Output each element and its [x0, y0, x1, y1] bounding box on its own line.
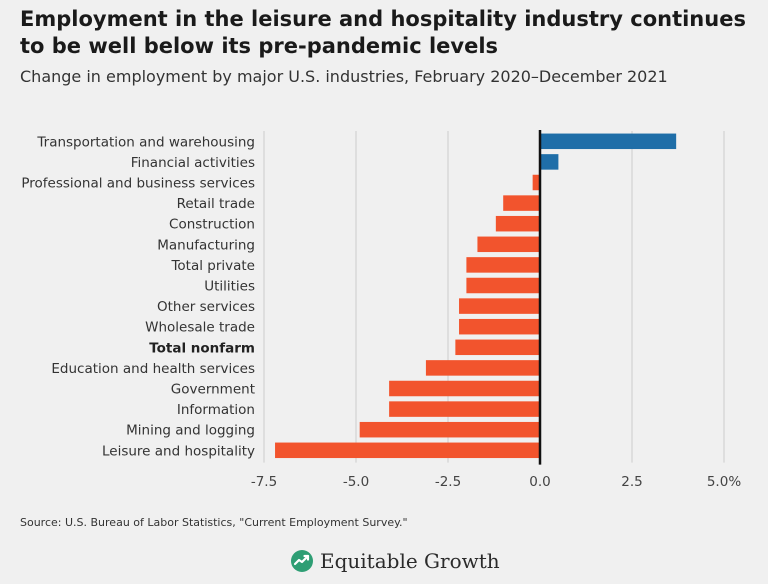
category-label: Leisure and hospitality — [102, 443, 255, 459]
category-label: Total nonfarm — [149, 340, 255, 356]
bar — [275, 442, 540, 459]
category-label: Manufacturing — [157, 237, 255, 253]
bar — [466, 257, 540, 273]
bar — [389, 401, 540, 417]
bar — [389, 380, 540, 397]
x-tick-label: 5.0% — [707, 474, 741, 490]
bar — [477, 236, 540, 253]
bar — [540, 133, 677, 150]
bar — [540, 154, 559, 170]
x-tick-label: -7.5 — [251, 474, 277, 490]
category-label: Information — [177, 402, 255, 418]
category-label: Transportation and warehousing — [36, 134, 255, 150]
bar — [425, 360, 540, 376]
x-tick-label: -5.0 — [343, 474, 369, 490]
x-tick-label: -2.5 — [435, 474, 461, 490]
category-label: Mining and logging — [126, 423, 255, 439]
category-label: Retail trade — [177, 196, 255, 212]
x-tick-label: 2.5 — [621, 474, 642, 490]
bar — [459, 298, 540, 314]
brand-footer: Equitable Growth — [290, 546, 500, 576]
category-label: Professional and business services — [21, 176, 255, 192]
category-label: Total private — [170, 258, 255, 274]
category-label: Utilities — [204, 279, 255, 295]
chart-title: Employment in the leisure and hospitalit… — [20, 7, 746, 58]
bar — [459, 318, 540, 335]
bar — [359, 421, 540, 438]
category-label: Other services — [157, 299, 255, 315]
bar-chart: Transportation and warehousing Financial … — [21, 130, 741, 490]
category-label: Education and health services — [51, 361, 255, 377]
bar — [495, 215, 540, 232]
bar — [455, 339, 540, 356]
category-label: Government — [171, 382, 255, 398]
x-tick-label: 0.0 — [529, 474, 550, 490]
bar — [532, 174, 540, 191]
bar — [466, 277, 540, 294]
leaf-logo-icon — [291, 550, 313, 572]
category-label: Construction — [169, 217, 255, 233]
brand-name: Equitable Growth — [320, 549, 500, 573]
chart-subtitle: Change in employment by major U.S. indus… — [20, 67, 668, 86]
category-label: Financial activities — [131, 155, 255, 171]
bar — [503, 195, 540, 211]
source-note: Source: U.S. Bureau of Labor Statistics,… — [20, 516, 408, 529]
category-label: Wholesale trade — [145, 320, 255, 336]
